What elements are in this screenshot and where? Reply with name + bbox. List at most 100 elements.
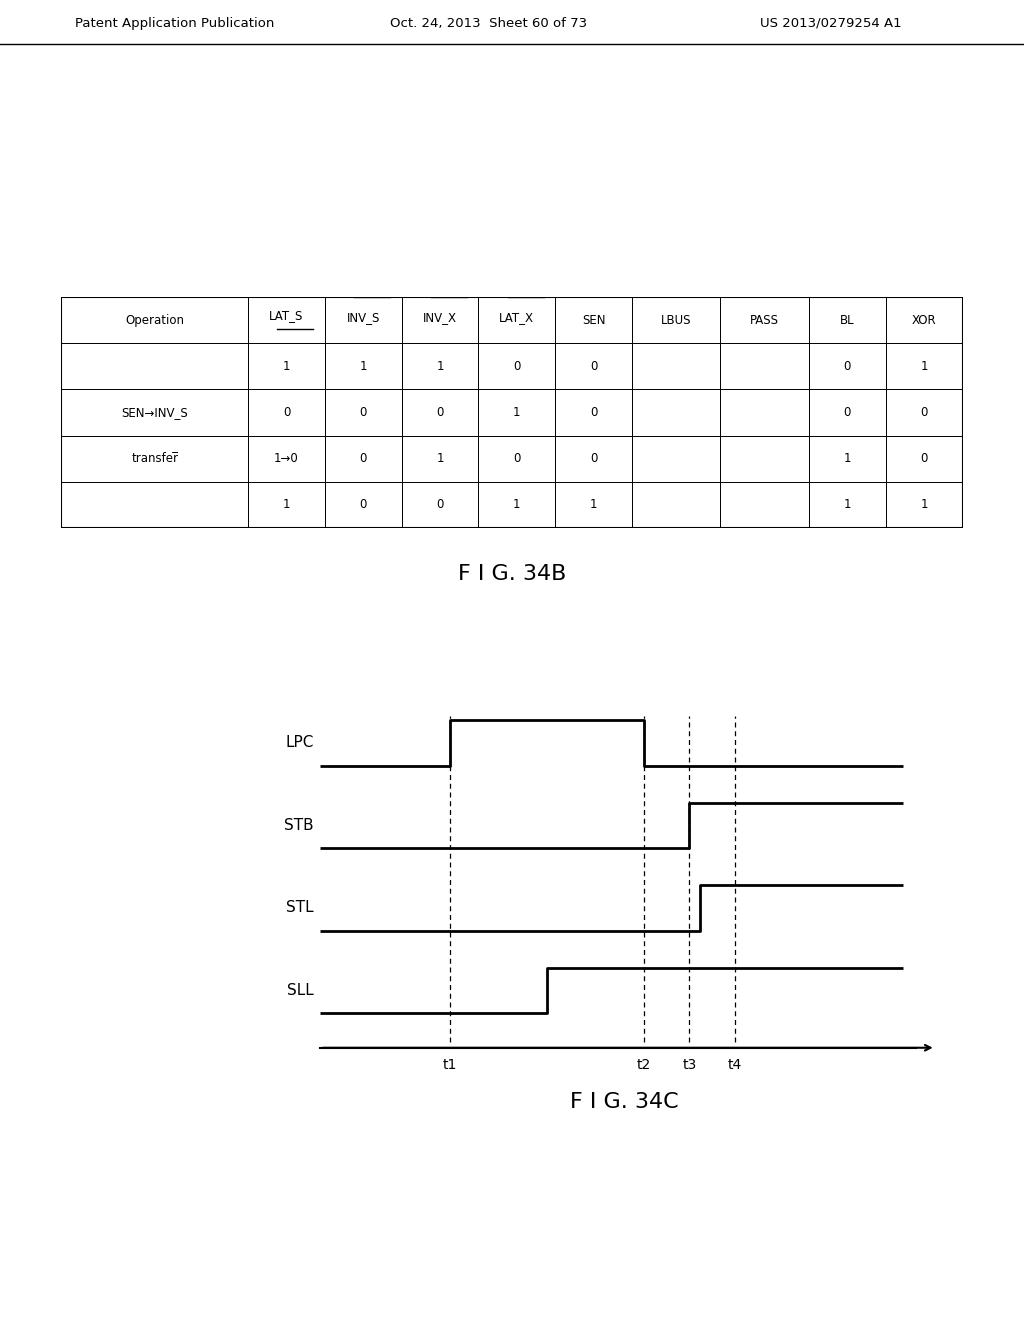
Bar — [632, 482, 721, 528]
Text: F I G. 34C: F I G. 34C — [570, 1092, 679, 1113]
Bar — [248, 436, 325, 482]
Bar — [248, 389, 325, 436]
Bar — [886, 297, 963, 343]
Bar — [721, 297, 809, 343]
Text: 1: 1 — [513, 407, 520, 418]
Text: INV_S: INV_S — [346, 312, 380, 325]
Text: 0: 0 — [844, 407, 851, 418]
Text: 0: 0 — [921, 453, 928, 465]
Text: 1: 1 — [359, 360, 367, 372]
Text: t1: t1 — [442, 1057, 457, 1072]
Text: 0: 0 — [590, 360, 597, 372]
Bar — [325, 389, 401, 436]
Bar — [555, 482, 632, 528]
Text: 0: 0 — [436, 407, 443, 418]
Bar — [886, 482, 963, 528]
Text: 0: 0 — [436, 499, 443, 511]
Bar — [61, 297, 248, 343]
Bar — [886, 436, 963, 482]
Text: t3: t3 — [682, 1057, 696, 1072]
Text: 0: 0 — [359, 407, 367, 418]
Bar — [721, 482, 809, 528]
Text: t4: t4 — [728, 1057, 742, 1072]
Bar — [809, 436, 886, 482]
Text: US 2013/0279254 A1: US 2013/0279254 A1 — [760, 17, 901, 29]
Bar — [401, 297, 478, 343]
Bar — [809, 482, 886, 528]
Text: t2: t2 — [637, 1057, 651, 1072]
Text: 1: 1 — [436, 360, 443, 372]
Bar — [401, 436, 478, 482]
Bar — [401, 343, 478, 389]
Bar — [478, 389, 555, 436]
Bar — [61, 343, 248, 389]
Bar — [478, 436, 555, 482]
Bar — [478, 297, 555, 343]
Text: 1: 1 — [513, 499, 520, 511]
Bar — [325, 297, 401, 343]
Text: 1: 1 — [921, 360, 928, 372]
Bar — [632, 389, 721, 436]
Text: 1: 1 — [436, 453, 443, 465]
Text: 0: 0 — [359, 453, 367, 465]
Bar — [61, 389, 248, 436]
Bar — [555, 436, 632, 482]
Text: 0: 0 — [513, 360, 520, 372]
Text: 1: 1 — [590, 499, 597, 511]
Text: SEN→INV_S: SEN→INV_S — [122, 407, 188, 418]
Text: 0: 0 — [590, 407, 597, 418]
Text: Oct. 24, 2013  Sheet 60 of 73: Oct. 24, 2013 Sheet 60 of 73 — [390, 17, 587, 29]
Bar — [325, 343, 401, 389]
Text: LAT_X: LAT_X — [500, 312, 535, 325]
Text: 0: 0 — [921, 407, 928, 418]
Text: INV_X: INV_X — [423, 312, 457, 325]
Bar — [325, 436, 401, 482]
Bar — [555, 343, 632, 389]
Text: SEN: SEN — [582, 314, 605, 326]
Bar — [248, 482, 325, 528]
Bar — [721, 436, 809, 482]
Text: transfer̅: transfer̅ — [131, 453, 178, 465]
Bar — [61, 436, 248, 482]
Bar — [886, 343, 963, 389]
Bar — [61, 482, 248, 528]
Text: BL: BL — [840, 314, 855, 326]
Text: 1: 1 — [283, 499, 290, 511]
Text: STL: STL — [286, 900, 313, 915]
Bar — [809, 389, 886, 436]
Text: 0: 0 — [590, 453, 597, 465]
Text: LPC: LPC — [286, 735, 313, 750]
Bar — [248, 343, 325, 389]
Bar — [401, 389, 478, 436]
Bar — [632, 343, 721, 389]
Text: LBUS: LBUS — [660, 314, 691, 326]
Text: 0: 0 — [513, 453, 520, 465]
Text: SLL: SLL — [287, 983, 313, 998]
Bar — [555, 297, 632, 343]
Text: 1: 1 — [283, 360, 290, 372]
Text: Patent Application Publication: Patent Application Publication — [75, 17, 274, 29]
Bar — [555, 389, 632, 436]
Bar — [721, 389, 809, 436]
Text: 1: 1 — [844, 499, 851, 511]
Text: LAT_S: LAT_S — [269, 309, 304, 322]
Bar — [325, 482, 401, 528]
Bar — [632, 297, 721, 343]
Text: F I G. 34B: F I G. 34B — [458, 564, 566, 585]
Text: 0: 0 — [359, 499, 367, 511]
Text: XOR: XOR — [911, 314, 937, 326]
Text: STB: STB — [284, 818, 313, 833]
Text: 0: 0 — [844, 360, 851, 372]
Bar — [809, 343, 886, 389]
Bar — [401, 482, 478, 528]
Bar — [248, 297, 325, 343]
Text: 0: 0 — [283, 407, 290, 418]
Text: 1: 1 — [921, 499, 928, 511]
Text: PASS: PASS — [751, 314, 779, 326]
Text: 1: 1 — [844, 453, 851, 465]
Text: Operation: Operation — [125, 314, 184, 326]
Bar — [478, 482, 555, 528]
Bar — [809, 297, 886, 343]
Bar — [478, 343, 555, 389]
Bar — [721, 343, 809, 389]
